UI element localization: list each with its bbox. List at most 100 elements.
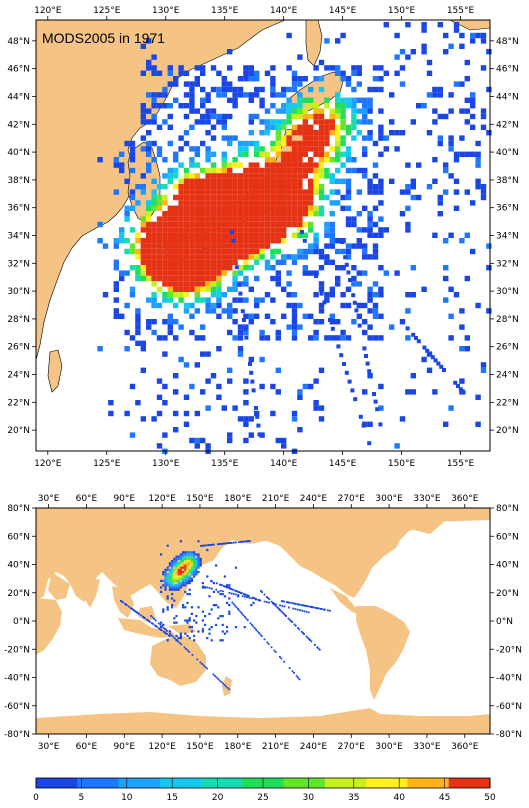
- observation-cell: [302, 221, 308, 228]
- observation-cell: [302, 232, 308, 238]
- observation-cell: [266, 596, 268, 598]
- observation-cell: [160, 590, 163, 593]
- observation-cell: [151, 103, 157, 109]
- observation-cell: [166, 575, 169, 578]
- observation-cell: [329, 259, 335, 265]
- observation-cell: [264, 313, 271, 319]
- observation-cell: [228, 604, 231, 607]
- observation-cell: [291, 103, 298, 109]
- observation-cell: [193, 568, 196, 571]
- observation-cell: [351, 243, 357, 249]
- observation-cell: [356, 227, 362, 233]
- observation-cell: [248, 173, 254, 179]
- observation-cell: [243, 146, 249, 152]
- observation-cell: [210, 580, 212, 582]
- observation-cell: [335, 130, 341, 136]
- global-map: 30°E30°E60°E60°E90°E90°E120°E120°E150°E1…: [4, 494, 522, 752]
- observation-cell: [135, 275, 141, 282]
- observation-cell: [273, 603, 275, 605]
- observation-cell: [183, 173, 190, 179]
- observation-cell: [237, 595, 240, 598]
- observation-cell: [345, 146, 352, 152]
- observation-cell: [177, 566, 180, 569]
- observation-cell: [378, 286, 384, 292]
- observation-cell: [194, 221, 200, 228]
- observation-cell: [254, 113, 260, 120]
- observation-cell: [162, 627, 165, 629]
- observation-cell: [275, 275, 281, 282]
- observation-cell: [281, 184, 287, 190]
- observation-cell: [228, 612, 231, 615]
- observation-cell: [205, 157, 211, 163]
- observation-cell: [146, 65, 152, 71]
- observation-cell: [194, 265, 200, 271]
- observation-cell: [173, 588, 176, 591]
- observation-cell: [173, 584, 176, 587]
- lon-tick-label: 120°E: [148, 742, 176, 752]
- observation-cell: [286, 302, 292, 309]
- observation-cell: [173, 211, 179, 217]
- observation-cell: [367, 421, 373, 427]
- observation-cell: [243, 389, 249, 395]
- observation-cell: [351, 124, 357, 130]
- observation-cell: [162, 200, 168, 206]
- observation-cell: [231, 588, 233, 591]
- observation-cell: [309, 605, 311, 608]
- observation-cell: [177, 571, 180, 574]
- observation-cell: [259, 146, 265, 152]
- observation-cell: [259, 200, 265, 206]
- observation-cell: [135, 400, 141, 406]
- observation-cell: [184, 575, 187, 578]
- observation-cell: [335, 135, 341, 141]
- lon-tick-label: 300°E: [375, 742, 403, 752]
- observation-cell: [201, 582, 204, 585]
- observation-cell: [129, 335, 136, 341]
- observation-cell: [405, 162, 411, 168]
- observation-cell: [232, 200, 238, 206]
- observation-cell: [179, 568, 182, 571]
- observation-cell: [232, 588, 234, 591]
- observation-cell: [270, 92, 276, 98]
- observation-cell: [453, 151, 460, 157]
- observation-cell: [140, 216, 146, 222]
- observation-cell: [201, 544, 203, 547]
- observation-cell: [345, 76, 352, 82]
- observation-cell: [410, 119, 416, 125]
- observation-cell: [124, 302, 130, 309]
- observation-cell: [232, 308, 238, 314]
- observation-cell: [201, 663, 203, 665]
- observation-cell: [184, 584, 187, 587]
- observation-cell: [232, 92, 238, 98]
- observation-cell: [219, 615, 222, 618]
- observation-cell: [173, 577, 176, 580]
- observation-cell: [254, 92, 260, 98]
- australia-land: [150, 636, 206, 686]
- observation-cell: [329, 609, 331, 612]
- observation-cell: [162, 211, 168, 217]
- observation-cell: [171, 584, 174, 587]
- observation-cell: [179, 577, 182, 580]
- observation-cell: [177, 584, 180, 587]
- observation-cell: [210, 178, 217, 184]
- observation-cell: [226, 542, 228, 545]
- observation-cell: [254, 216, 260, 222]
- observation-cell: [264, 130, 271, 136]
- observation-cell: [256, 630, 259, 633]
- observation-cell: [259, 356, 265, 363]
- observation-cell: [351, 157, 357, 163]
- observation-cell: [188, 617, 191, 620]
- observation-cell: [308, 124, 314, 130]
- observation-cell: [183, 130, 190, 136]
- observation-cell: [189, 248, 195, 255]
- observation-cell: [291, 76, 298, 82]
- observation-cell: [135, 319, 141, 325]
- observation-cell: [190, 579, 193, 582]
- observation-cell: [166, 633, 168, 635]
- observation-cell: [197, 630, 200, 633]
- observation-cell: [335, 108, 341, 114]
- observation-cell: [275, 216, 281, 222]
- lon-tick-label: 140°E: [270, 459, 298, 469]
- observation-cell: [453, 22, 460, 28]
- observation-cell: [205, 259, 211, 265]
- observation-cell: [281, 162, 287, 168]
